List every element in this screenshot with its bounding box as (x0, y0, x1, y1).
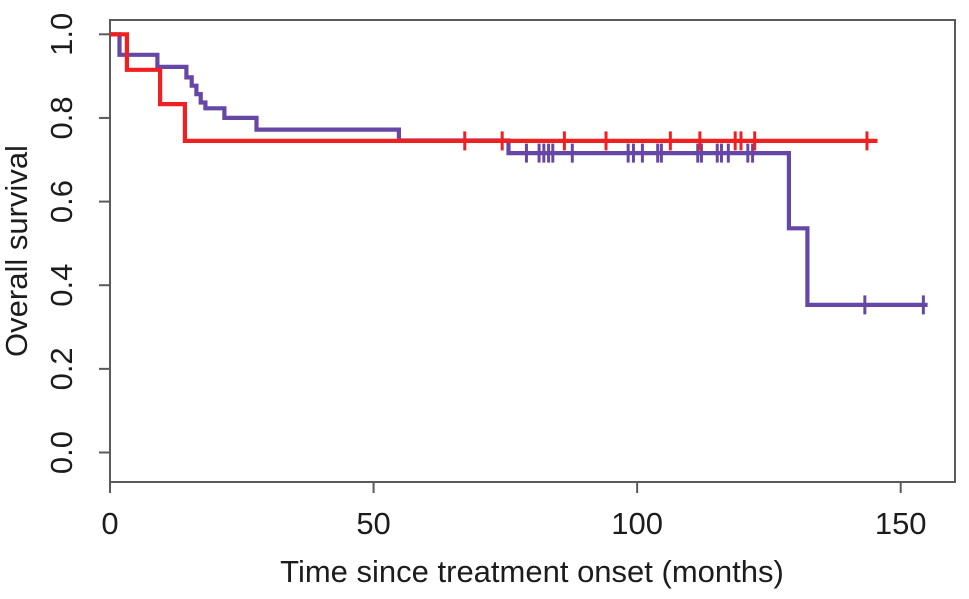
x-axis-title: Time since treatment onset (months) (280, 554, 784, 589)
y-tick-label: 0.6 (44, 180, 79, 223)
x-tick-label: 100 (611, 506, 663, 541)
survival-curve-group-red (110, 32, 878, 143)
y-tick-label: 0.0 (44, 431, 79, 474)
y-axis-title: Overall survival (0, 145, 34, 357)
series-group-purple (110, 32, 928, 315)
x-tick-label: 50 (356, 506, 390, 541)
y-tick-label: 1.0 (44, 13, 79, 56)
x-tick-label: 0 (101, 506, 118, 541)
plot-frame (109, 19, 956, 483)
x-tick-label: 150 (875, 506, 927, 541)
y-tick-label: 0.8 (44, 96, 79, 139)
survival-curve-group-purple (110, 32, 928, 307)
y-axis: 0.0 0.2 0.4 0.6 0.8 1.0 (44, 13, 110, 474)
series-group-red (110, 32, 878, 151)
y-tick-label: 0.4 (44, 264, 79, 307)
y-tick-label: 0.2 (44, 347, 79, 390)
series-layer (110, 32, 928, 315)
x-axis: 0 50 100 150 (101, 482, 927, 541)
